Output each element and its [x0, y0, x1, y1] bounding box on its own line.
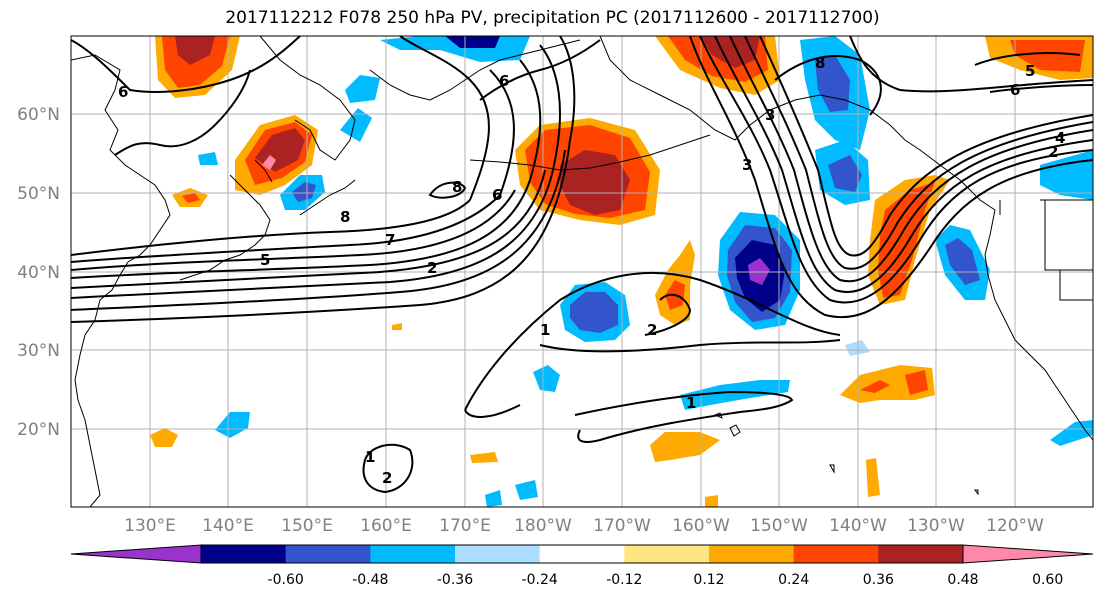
pv-contours: [71, 36, 1093, 494]
contour-label: 2: [647, 321, 657, 339]
lat-label: 50°N: [17, 184, 60, 204]
graticule: [71, 36, 1093, 507]
contour-label: 2: [382, 469, 392, 487]
colorbar-segment: [624, 545, 710, 563]
longitude-axis: 130°E 140°E 150°E 160°E 170°E 180°W 170°…: [124, 516, 1044, 536]
lon-label: 170°E: [439, 516, 491, 536]
contour-label: 3: [742, 156, 752, 174]
lon-label: 140°E: [202, 516, 254, 536]
colorbar-tick-label: -0.24: [522, 572, 558, 588]
contour-label: 2: [1048, 143, 1058, 161]
colorbar: -0.60 -0.48 -0.36 -0.24 -0.12 0.12 0.24 0.36 0.4…: [70, 544, 1094, 588]
colorbar-segment: [201, 545, 287, 563]
lon-label: 150°E: [281, 516, 333, 536]
lon-label: 140°W: [829, 516, 887, 536]
map-frame: [70, 35, 1094, 508]
colorbar-tick-label: -0.36: [437, 572, 473, 588]
colorbar-segment: [70, 544, 202, 564]
colorbar-outline: [200, 544, 964, 564]
colorbar-tick-label: 0.60: [1032, 572, 1063, 588]
lon-label: 170°W: [593, 516, 651, 536]
contour-label: 8: [452, 178, 462, 196]
lat-label: 60°N: [17, 105, 60, 125]
colorbar-tick-label: 0.48: [947, 572, 978, 588]
lon-label: 120°W: [986, 516, 1044, 536]
shading-layer: [150, 36, 1093, 507]
colorbar-tick-label: -0.60: [268, 572, 304, 588]
contour-label: 8: [815, 54, 825, 72]
contour-label: 8: [340, 208, 350, 226]
colorbar-segment: [370, 545, 456, 563]
colorbar-segment: [878, 545, 964, 563]
contour-label: 7: [385, 231, 395, 249]
contour-label: 6: [499, 72, 509, 90]
colorbar-tick-label: -0.48: [352, 572, 388, 588]
colorbar-tick-label: -0.12: [606, 572, 642, 588]
lon-label: 160°W: [672, 516, 730, 536]
colorbar-tick-label: 0.36: [863, 572, 894, 588]
lon-label: 150°W: [750, 516, 808, 536]
lat-label: 20°N: [17, 420, 60, 440]
colorbar-segment: [793, 545, 879, 563]
colorbar-segment: [539, 545, 625, 563]
contour-label: 6: [492, 186, 502, 204]
contour-label: 6: [118, 83, 128, 101]
lon-label: 130°W: [907, 516, 965, 536]
colorbar-tick-label: 0.12: [693, 572, 724, 588]
contour-label: 2: [427, 259, 437, 277]
colorbar-tick-label: 0.24: [778, 572, 809, 588]
contour-labels: 6 6 8 8 6 7 5 2 1 2 1 1 2 3 3 8 6 4 2 5: [118, 54, 1065, 487]
contour-label: 3: [765, 106, 775, 124]
contour-label: 6: [1010, 81, 1020, 99]
colorbar-segment: [455, 545, 541, 563]
lat-label: 30°N: [17, 341, 60, 361]
colorbar-segment: [709, 545, 795, 563]
colorbar-segment: [285, 545, 371, 563]
contour-label: 5: [260, 251, 270, 269]
coastlines: [71, 36, 1093, 507]
lon-label: 160°E: [360, 516, 412, 536]
latitude-axis: 60°N 50°N 40°N 30°N 20°N: [17, 105, 60, 440]
lon-label: 130°E: [124, 516, 176, 536]
contour-label: 1: [686, 394, 696, 412]
lon-label: 180°W: [514, 516, 572, 536]
lat-label: 40°N: [17, 263, 60, 283]
contour-label: 4: [1055, 129, 1065, 147]
map-title: 2017112212 F078 250 hPa PV, precipitatio…: [225, 8, 880, 28]
contour-label: 5: [1025, 62, 1035, 80]
contour-label: 1: [365, 448, 375, 466]
contour-label: 1: [540, 321, 550, 339]
colorbar-segment: [962, 544, 1094, 564]
